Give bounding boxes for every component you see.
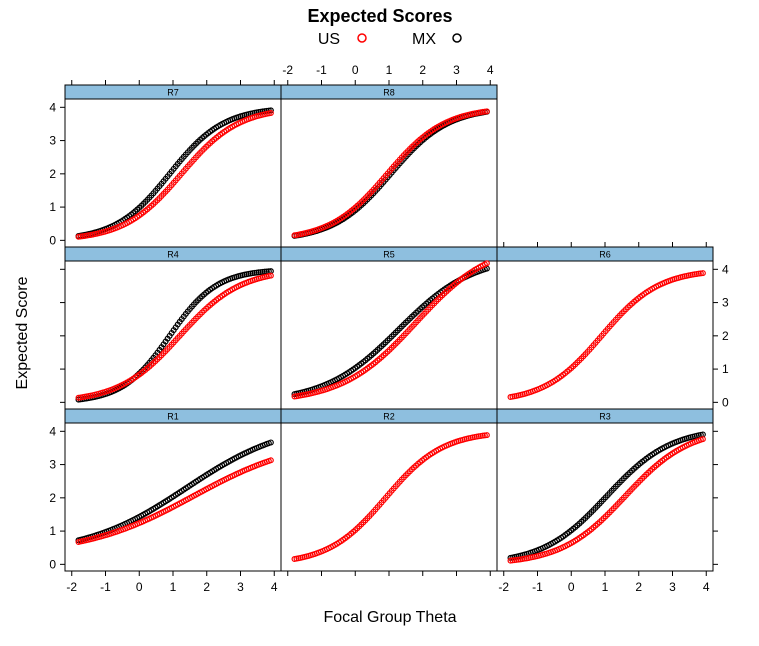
data-point — [267, 109, 274, 116]
y-axis-right-row1: 0 1 2 3 4 — [713, 262, 729, 409]
y-tick-label: 2 — [49, 167, 56, 181]
series-us-r6 — [507, 270, 706, 401]
y-axis-left-row0: 0 1 2 3 4 — [49, 424, 65, 571]
data-point — [699, 436, 706, 443]
x-axis-top-col2-ticks — [503, 242, 707, 247]
legend-label-mx: MX — [412, 31, 436, 48]
series-us-r3 — [507, 436, 706, 564]
series-mx-r7 — [75, 107, 274, 239]
series-us-r7 — [75, 109, 274, 240]
x-tick-label: 4 — [271, 580, 278, 594]
y-tick-label: 4 — [49, 424, 56, 438]
panel-frame-r6 — [496, 260, 714, 410]
panel-r8: R8 — [280, 84, 498, 248]
data-point — [267, 457, 274, 464]
x-tick-label: -2 — [66, 580, 77, 594]
legend: US MX — [318, 31, 462, 48]
x-tick-label: 2 — [203, 580, 210, 594]
axes-layer: -2 -1 0 1 2 3 4 -2 -1 0 1 2 3 4 -2 -1 0 1 2 3 4 0 1 2 3 4 0 1 2 3 4 0 1 2… — [49, 63, 729, 594]
strip-label-r4: R4 — [167, 250, 179, 260]
chart-title: Expected Scores — [307, 6, 452, 26]
strip-label-r3: R3 — [599, 412, 611, 422]
y-tick-label: 1 — [49, 200, 56, 214]
panel-r3: R3 — [496, 408, 714, 572]
strip-label-r1: R1 — [167, 412, 179, 422]
y-axis-left-row1 — [60, 268, 65, 403]
y-tick-label: 3 — [49, 134, 56, 148]
legend-marker-mx — [452, 33, 462, 43]
x-tick-label: -1 — [532, 580, 543, 594]
series-mx-r3 — [507, 431, 706, 561]
series-mx-r1 — [75, 439, 274, 544]
series-us-r1 — [75, 457, 274, 545]
x-tick-label: 1 — [170, 580, 177, 594]
x-tick-label: 3 — [669, 580, 676, 594]
x-axis-bottom-col2: -2 -1 0 1 2 3 4 — [498, 571, 710, 594]
panel-r6: R6 — [496, 246, 714, 410]
x-tick-label: 4 — [487, 63, 494, 77]
x-tick-label: 0 — [568, 580, 575, 594]
series-us-r8 — [291, 108, 490, 239]
y-tick-label: 1 — [722, 362, 729, 376]
x-tick-label: -1 — [316, 63, 327, 77]
y-tick-label: 4 — [722, 262, 729, 276]
strip-label-r8: R8 — [383, 88, 395, 98]
x-tick-label: 1 — [602, 580, 609, 594]
x-axis-bottom-col0: -2 -1 0 1 2 3 4 — [66, 571, 278, 594]
x-tick-label: 0 — [352, 63, 359, 77]
panel-r7: R7 — [64, 84, 282, 248]
data-point — [483, 260, 490, 267]
y-axis-right-row0 — [713, 430, 718, 565]
panels-layer: R1 R2 R3 R4 R5 R6 R7 R8 — [64, 84, 714, 572]
data-point — [267, 439, 274, 446]
strip-label-r5: R5 — [383, 250, 395, 260]
panel-r5: R5 — [280, 246, 498, 410]
x-tick-label: 2 — [635, 580, 642, 594]
x-tick-label: -1 — [100, 580, 111, 594]
data-point — [483, 432, 490, 439]
series-us-r5 — [291, 260, 490, 400]
panel-r2: R2 — [280, 408, 498, 572]
panel-frame-r1 — [64, 422, 282, 572]
series-mx-r4 — [75, 268, 274, 403]
y-tick-label: 2 — [722, 329, 729, 343]
y-axis-label: Expected Score — [14, 276, 31, 389]
x-axis-top-col1: -2 -1 0 1 2 3 4 — [282, 63, 494, 85]
x-tick-label: -2 — [282, 63, 293, 77]
series-us-r2 — [291, 432, 490, 563]
x-axis-top-col0-ticks — [71, 80, 275, 85]
data-point — [699, 270, 706, 277]
x-tick-label: 2 — [419, 63, 426, 77]
x-axis-label: Focal Group Theta — [323, 609, 456, 626]
legend-marker-us — [357, 33, 367, 43]
strip-label-r2: R2 — [383, 412, 395, 422]
strip-label-r6: R6 — [599, 250, 611, 260]
y-tick-label: 0 — [722, 395, 729, 409]
y-tick-label: 0 — [49, 233, 56, 247]
x-tick-label: -2 — [498, 580, 509, 594]
y-axis-left-row2: 0 1 2 3 4 — [49, 100, 65, 247]
x-tick-label: 1 — [386, 63, 393, 77]
y-tick-label: 3 — [722, 296, 729, 310]
strip-label-r7: R7 — [167, 88, 179, 98]
x-tick-label: 3 — [237, 580, 244, 594]
series-us-r4 — [75, 272, 274, 401]
legend-label-us: US — [318, 31, 340, 48]
y-tick-label: 4 — [49, 100, 56, 114]
x-tick-label: 0 — [136, 580, 143, 594]
y-tick-label: 2 — [49, 491, 56, 505]
y-tick-label: 3 — [49, 458, 56, 472]
panel-frame-r8 — [280, 98, 498, 248]
x-tick-label: 3 — [453, 63, 460, 77]
y-tick-label: 1 — [49, 524, 56, 538]
series-mx-r5 — [291, 265, 490, 398]
data-point — [267, 272, 274, 279]
panel-r1: R1 — [64, 408, 282, 572]
data-point — [483, 108, 490, 115]
panel-r4: R4 — [64, 246, 282, 410]
x-axis-bottom-col1-ticks — [287, 571, 491, 576]
x-tick-label: 4 — [703, 580, 710, 594]
y-tick-label: 0 — [49, 557, 56, 571]
